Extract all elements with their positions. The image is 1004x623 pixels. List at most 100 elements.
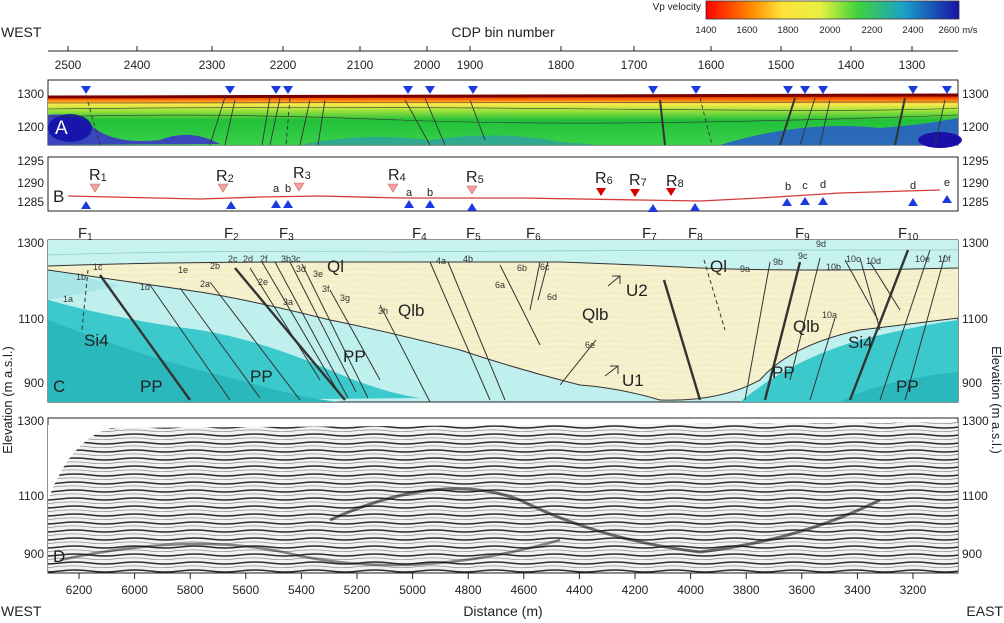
- station-letter: d: [820, 179, 826, 191]
- fault-segment-label: 2c: [228, 254, 238, 264]
- panel-c-tick-left: 1100: [18, 312, 44, 326]
- receiver-label: R4: [388, 167, 406, 184]
- cdp-tick-label: 2400: [124, 58, 151, 72]
- cdp-tick-label: 2200: [270, 58, 297, 72]
- panel-c-tick-right: 1300: [962, 236, 989, 250]
- fault-segment-label: 6d: [547, 292, 557, 302]
- fault-segment-label: 6a: [495, 280, 505, 290]
- fault-segment-label: 6c: [540, 262, 550, 272]
- fault-segment-label: 3g: [340, 293, 350, 303]
- station-letter: e: [944, 177, 950, 189]
- elevation-profile-line: [67, 189, 941, 202]
- distance-tick-label: 5000: [399, 583, 426, 597]
- fault-segment-labels: 1a 1b 1c 1d 1e 2a 2b 2c 2d 2e 2f 3a 3b 3…: [63, 239, 951, 350]
- colorbar-tick: 1400: [695, 25, 716, 36]
- panel-d-tick-right: 900: [962, 547, 982, 561]
- panel-a-tick-right: 1300: [962, 87, 989, 101]
- fault-segment-label: 4a: [436, 256, 446, 266]
- colorbar-gradient: [705, 0, 960, 20]
- distance-tick-label: 6200: [66, 583, 93, 597]
- unit-label: Ql: [327, 257, 344, 276]
- colorbar-tick: 2000: [819, 25, 840, 36]
- fault-segment-label: 2e: [258, 277, 268, 287]
- panel-a-velocity-model: A 1300 1200 1300 1200: [17, 79, 989, 148]
- colorbar-tick: 1600: [736, 25, 757, 36]
- panel-b-small-labels: a b a b b c d d e: [273, 177, 950, 199]
- unit-label: PP: [250, 367, 273, 386]
- unit-label: PP: [772, 363, 795, 382]
- receiver-markers-pink: [89, 182, 478, 195]
- station-letter: b: [285, 183, 291, 195]
- panel-b-letter: B: [53, 187, 64, 206]
- fault-segment-label: 10a: [822, 310, 837, 320]
- cdp-tick-label: 1500: [768, 58, 795, 72]
- fault-segment-label: 3c: [291, 254, 301, 264]
- panel-a-tick-left: 1200: [17, 120, 44, 134]
- panel-d-letter: D: [53, 547, 65, 566]
- panel-c-tick-right: 900: [962, 376, 982, 390]
- distance-tick-label: 5800: [177, 583, 204, 597]
- station-letter: c: [802, 180, 808, 192]
- fault-segment-label: 4b: [463, 254, 473, 264]
- unit-label: Qlb: [398, 301, 424, 320]
- distance-tick-label: 6000: [121, 583, 148, 597]
- colorbar-tick: 1800: [777, 25, 798, 36]
- station-letter: a: [273, 183, 280, 195]
- cdp-tick-label: 1400: [838, 58, 865, 72]
- unit-label: Ql: [710, 257, 727, 276]
- panel-a-receiver-markers: [81, 86, 952, 94]
- distance-tick-label: 4200: [622, 583, 649, 597]
- receiver-label: R6: [595, 170, 613, 187]
- fault-segment-label: 3a: [283, 297, 293, 307]
- receiver-labels: R1 R2 R3 R4 R5 R6 R7 R8: [89, 165, 684, 190]
- fault-segment-label: 6e: [585, 340, 595, 350]
- fault-segment-label: 3f: [322, 284, 330, 294]
- panel-b-tick-right: 1285: [962, 195, 989, 209]
- fault-segment-label: 3e: [313, 269, 323, 279]
- fault-segment-label: 1b: [76, 272, 86, 282]
- fault-segment-label: 1c: [93, 262, 103, 272]
- velocity-colorbar: Vp velocity 1400 1600 1800 2000 2200 240…: [653, 0, 978, 36]
- cdp-tick-label: 2100: [347, 58, 374, 72]
- fault-segment-label: 2b: [210, 261, 220, 271]
- cdp-tick-label: 1700: [621, 58, 648, 72]
- fault-segment-label: 9c: [798, 251, 808, 261]
- cdp-tick-label: 2500: [55, 58, 82, 72]
- panel-a-letter: A: [55, 118, 68, 139]
- panel-b-tick-right: 1290: [962, 176, 989, 190]
- colorbar-tick: 2400: [902, 25, 923, 36]
- distance-tick-label: 4800: [455, 583, 482, 597]
- unit-label: PP: [896, 377, 919, 396]
- fault-segment-label: 2d: [243, 254, 253, 264]
- panel-d-tick-left: 1100: [18, 489, 44, 503]
- fault-segment-label: 9b: [773, 257, 783, 267]
- panel-c-interpretation: C Ql Ql Qlb Qlb Qlb PP PP PP PP PP Si4 S…: [17, 236, 989, 403]
- distance-axis-ticks: 6200 6000 5800 5600 5400 5200 5000 4800 4600 4400…: [66, 573, 927, 597]
- unit-label: Qlb: [582, 305, 608, 324]
- panel-d-tick-left: 900: [24, 547, 44, 561]
- fault-segment-label: 1a: [63, 294, 73, 304]
- west-label-top: WEST: [1, 24, 42, 40]
- fault-segment-label: 10b: [826, 262, 841, 272]
- panel-d-tick-left: 1300: [17, 414, 44, 428]
- distance-axis-title: Distance (m): [463, 603, 542, 619]
- elevation-axis-title-right: Elevation (m a.s.l.): [989, 346, 1004, 454]
- panel-b-tick-left: 1295: [17, 154, 44, 168]
- panel-c-tick-right: 1100: [962, 312, 988, 326]
- receiver-label: R5: [466, 169, 484, 186]
- station-letter: b: [427, 187, 433, 199]
- distance-tick-label: 4600: [510, 583, 537, 597]
- cdp-axis-ticks: 2500 2400 2300 2200 2100 2000 1900 1800 1700 1600…: [55, 46, 926, 72]
- panel-b-elevation-profile: R1 R2 R3 R4 R5 R6 R7 R8 a b a b b c d d e B 129…: [17, 154, 989, 212]
- unit-label: Si4: [848, 333, 873, 352]
- panel-a-tick-left: 1300: [17, 87, 44, 101]
- unit-label: U1: [622, 371, 644, 390]
- east-label-bottom: EAST: [966, 603, 1003, 619]
- unit-label: U2: [626, 281, 648, 300]
- elevation-axis-title-left: Elevation (m a.s.l.): [0, 346, 15, 454]
- colorbar-unit: 2600 m/s: [938, 25, 977, 36]
- station-letter: d: [910, 180, 916, 192]
- fault-segment-label: 10f: [938, 254, 951, 264]
- receiver-label: R3: [293, 165, 311, 182]
- cdp-axis-title: CDP bin number: [451, 24, 555, 40]
